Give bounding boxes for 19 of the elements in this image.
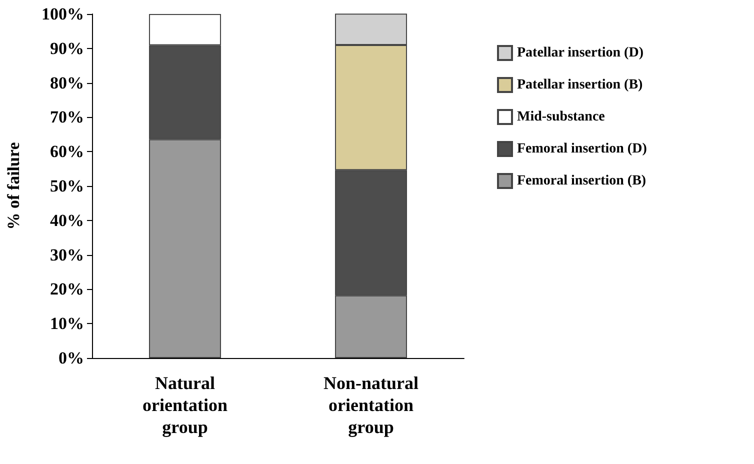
x-tick-label: Non-natural orientation group [323,373,419,437]
y-tick-label: 70% [50,108,84,127]
y-tick-label: 0% [58,348,84,368]
legend-label: Mid-substance [517,110,605,124]
y-tick-label: 40% [50,210,84,230]
y-tick-label: 50% [50,176,84,196]
y-tick-label: 30% [50,245,84,264]
y-tick-label: 80% [50,73,84,92]
y-tick-label: 60% [50,142,84,162]
x-tick-label: Natural orientation group [142,373,228,437]
y-tick-label: 100% [42,4,84,24]
y-tick-label: 90% [50,38,84,58]
legend-label: Patellar insertion (D) [517,46,644,60]
legend-label: Femoral insertion (D) [517,142,648,156]
legend-label: Patellar insertion (B) [517,78,644,92]
y-tick-label: 20% [50,280,84,299]
y-tick-label: 10% [50,314,84,334]
legend-label: Femoral insertion (B) [517,174,646,188]
y-axis-title: % of failure [4,142,23,230]
